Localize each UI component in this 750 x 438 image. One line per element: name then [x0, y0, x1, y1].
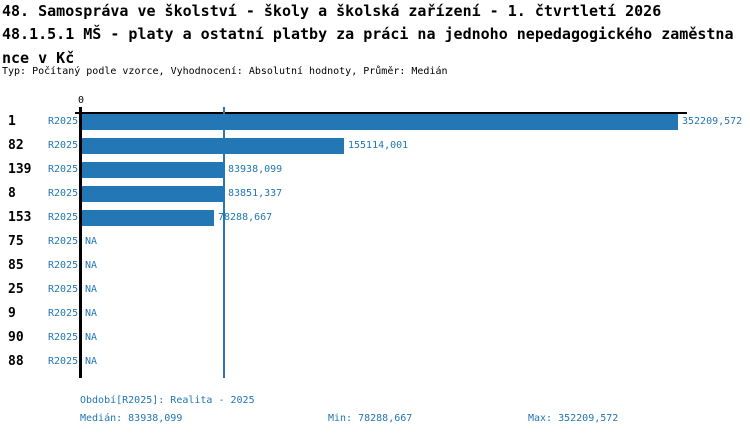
- row-category-label: 139: [8, 162, 32, 177]
- row-period-label: R2025: [48, 212, 79, 223]
- median-gridline: [223, 107, 225, 378]
- x-axis-line: [75, 112, 687, 114]
- report-meta-line: Typ: Počítaný podle vzorce, Vyhodnocení:…: [2, 66, 448, 77]
- bar-value-label: 83938,099: [228, 164, 283, 175]
- bar-na-label: NA: [85, 332, 98, 343]
- footer-min-stat: Min: 78288,667: [328, 413, 413, 424]
- bar-na-label: NA: [85, 260, 98, 271]
- report-title-line-3: nce v Kč: [2, 49, 75, 67]
- bar: [82, 186, 224, 202]
- row-period-label: R2025: [48, 332, 79, 343]
- row-period-label: R2025: [48, 188, 79, 199]
- footer-period-label: Období[R2025]: Realita - 2025: [80, 395, 255, 406]
- axis-origin-tick-label: 0: [77, 95, 85, 106]
- y-axis-line: [79, 107, 82, 378]
- bar-value-label: 78288,667: [218, 212, 273, 223]
- row-category-label: 153: [8, 210, 32, 225]
- bar-value-label: 155114,001: [348, 140, 409, 151]
- bar: [82, 114, 678, 130]
- row-period-label: R2025: [48, 284, 79, 295]
- bar-value-label: 83851,337: [228, 188, 283, 199]
- bar-na-label: NA: [85, 284, 98, 295]
- row-category-label: 75: [8, 234, 24, 249]
- row-period-label: R2025: [48, 164, 79, 175]
- bar-na-label: NA: [85, 308, 98, 319]
- row-category-label: 88: [8, 354, 24, 369]
- row-period-label: R2025: [48, 140, 79, 151]
- bar-value-label: 352209,572: [682, 116, 743, 127]
- row-category-label: 1: [8, 114, 16, 129]
- row-period-label: R2025: [48, 356, 79, 367]
- row-period-label: R2025: [48, 260, 79, 271]
- row-category-label: 90: [8, 330, 24, 345]
- row-period-label: R2025: [48, 236, 79, 247]
- bar-na-label: NA: [85, 236, 98, 247]
- footer-median-stat: Medián: 83938,099: [80, 413, 183, 424]
- row-period-label: R2025: [48, 116, 79, 127]
- row-category-label: 82: [8, 138, 24, 153]
- row-category-label: 85: [8, 258, 24, 273]
- bar: [82, 210, 214, 226]
- row-category-label: 25: [8, 282, 24, 297]
- row-category-label: 8: [8, 186, 16, 201]
- row-category-label: 9: [8, 306, 16, 321]
- report-title-line-2: 48.1.5.1 MŠ - platy a ostatní platby za …: [2, 25, 734, 43]
- footer-max-stat: Max: 352209,572: [528, 413, 619, 424]
- row-period-label: R2025: [48, 308, 79, 319]
- bar-na-label: NA: [85, 356, 98, 367]
- bar: [82, 162, 224, 178]
- bar: [82, 138, 344, 154]
- report-title-line-1: 48. Samospráva ve školství - školy a ško…: [2, 2, 662, 20]
